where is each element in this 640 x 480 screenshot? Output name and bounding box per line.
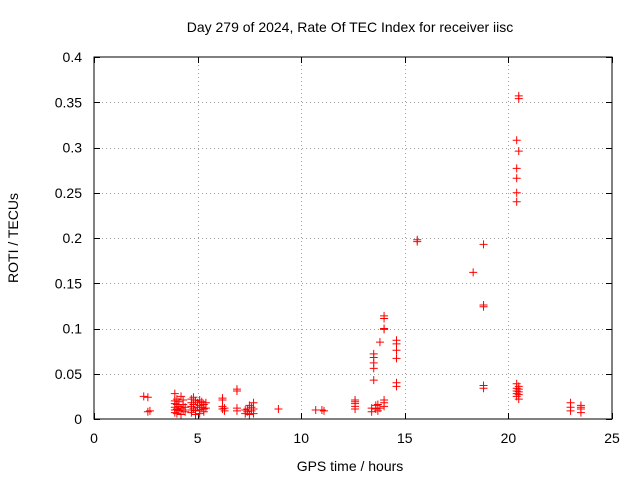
data-point <box>191 396 200 405</box>
data-point <box>380 314 389 323</box>
y-axis-ticks: 0 0.05 0.1 0.15 0.2 0.25 0.3 0.35 0.4 <box>55 49 612 427</box>
chart-title: Day 279 of 2024, Rate Of TEC Index for r… <box>187 19 514 35</box>
data-point <box>249 409 258 418</box>
data-point <box>375 404 384 413</box>
x-tick-label: 20 <box>501 430 517 446</box>
data-point <box>512 174 521 183</box>
plot-frame <box>93 56 613 420</box>
data-point <box>319 406 328 415</box>
y-tick-label: 0.2 <box>63 230 83 246</box>
data-point <box>199 407 208 416</box>
data-point <box>479 240 488 249</box>
x-tick-label: 10 <box>293 430 309 446</box>
x-axis-label: GPS time / hours <box>297 458 404 474</box>
data-point <box>218 405 227 414</box>
y-axis-label: ROTI / TECUs <box>5 193 21 283</box>
x-axis-ticks: 0 5 10 15 20 25 <box>90 57 620 446</box>
data-point <box>143 407 152 416</box>
data-point <box>380 402 389 411</box>
data-point <box>317 405 326 414</box>
y-tick-label: 0.1 <box>63 321 83 337</box>
data-point <box>514 94 523 103</box>
data-point <box>177 410 186 419</box>
x-tick-label: 25 <box>604 430 620 446</box>
data-point <box>512 188 521 197</box>
data-point <box>201 404 210 413</box>
data-point <box>469 268 478 277</box>
data-point <box>170 389 179 398</box>
data-point <box>187 408 196 417</box>
data-point <box>576 408 585 417</box>
data-point <box>514 395 523 404</box>
data-point <box>369 376 378 385</box>
y-tick-label: 0.15 <box>55 275 82 291</box>
data-point <box>191 410 200 419</box>
data-point <box>512 197 521 206</box>
data-point <box>371 405 380 414</box>
data-point <box>392 382 401 391</box>
data-point <box>375 338 384 347</box>
data-point <box>413 237 422 246</box>
data-point <box>170 408 179 417</box>
data-point <box>512 136 521 145</box>
data-point <box>245 410 254 419</box>
data-point <box>514 147 523 156</box>
data-point <box>232 386 241 395</box>
data-point <box>241 409 250 418</box>
data-point <box>392 346 401 355</box>
data-point <box>143 393 152 402</box>
data-point <box>177 392 186 401</box>
y-tick-label: 0.35 <box>55 94 82 110</box>
y-tick-label: 0.4 <box>63 49 83 65</box>
data-point <box>232 406 241 415</box>
data-points <box>139 91 585 419</box>
data-point <box>139 392 148 401</box>
data-point <box>479 302 488 311</box>
data-point <box>195 409 204 418</box>
data-point <box>351 405 360 414</box>
data-point <box>369 349 378 358</box>
x-tick-label: 0 <box>90 430 98 446</box>
data-point <box>189 393 198 402</box>
data-point <box>566 406 575 415</box>
data-point <box>145 406 154 415</box>
grid-lines <box>94 57 612 419</box>
data-point <box>220 406 229 415</box>
y-tick-label: 0.3 <box>63 140 83 156</box>
y-tick-label: 0.05 <box>55 366 82 382</box>
x-tick-label: 15 <box>397 430 413 446</box>
data-point <box>380 325 389 334</box>
data-point <box>512 164 521 173</box>
data-point <box>245 401 254 410</box>
data-point <box>392 354 401 363</box>
x-tick-label: 5 <box>194 430 202 446</box>
data-point <box>479 384 488 393</box>
y-tick-label: 0 <box>74 411 82 427</box>
data-point <box>367 407 376 416</box>
y-tick-label: 0.25 <box>55 185 82 201</box>
data-point <box>274 405 283 414</box>
data-point <box>181 407 190 416</box>
